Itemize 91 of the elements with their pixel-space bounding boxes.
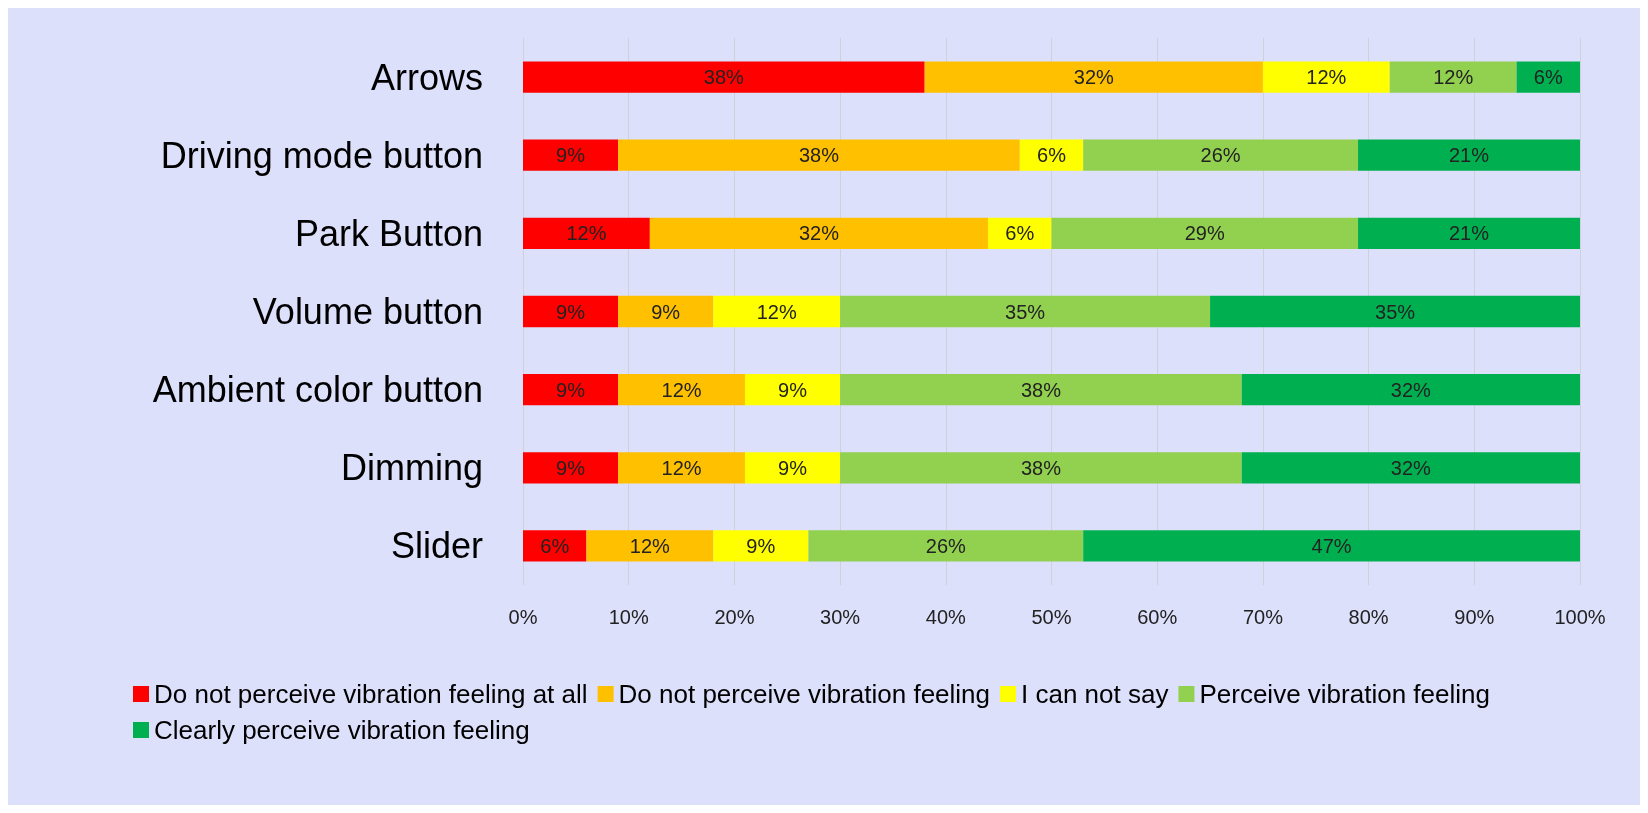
data-label: 38%	[1020, 456, 1062, 479]
x-tick-label: 0%	[508, 606, 538, 628]
data-label: 9%	[778, 378, 808, 401]
x-tick-label: 40%	[925, 606, 967, 628]
bar	[523, 61, 925, 93]
data-label: 21%	[1449, 144, 1490, 167]
bar	[808, 530, 1084, 562]
bar	[523, 374, 619, 406]
legend-label: Do not perceive vibration feeling	[618, 679, 991, 709]
data-label: 21%	[1449, 222, 1490, 245]
data-label: 32%	[1390, 378, 1432, 401]
bar	[523, 295, 619, 328]
bar	[1083, 139, 1359, 171]
bar	[1358, 139, 1580, 171]
data-label: 9%	[651, 300, 681, 323]
data-label: 6%	[1005, 222, 1035, 245]
bar	[1262, 61, 1390, 93]
data-label: 35%	[1005, 300, 1046, 323]
data-label: 12%	[1433, 66, 1474, 89]
legend-label: Do not perceive vibration feeling at all	[154, 679, 588, 709]
bar	[618, 295, 714, 328]
data-label: 9%	[556, 144, 586, 167]
y-tick-label: Park Button	[294, 212, 483, 254]
bar	[586, 530, 714, 562]
data-label: 32%	[1073, 66, 1115, 89]
data-label: 26%	[1200, 144, 1241, 167]
data-label: 47%	[1311, 534, 1352, 557]
data-label: 6%	[1533, 66, 1563, 89]
data-label: 12%	[1306, 66, 1347, 89]
data-label: 38%	[1020, 378, 1062, 401]
bar	[618, 452, 745, 484]
x-tick-label: 80%	[1348, 606, 1389, 628]
y-tick-label: Dimming	[340, 447, 483, 489]
bar	[1516, 61, 1580, 93]
data-label: 38%	[798, 144, 840, 167]
data-label: 9%	[746, 534, 776, 557]
data-label: 9%	[778, 456, 808, 479]
data-label: 12%	[661, 456, 702, 479]
bar	[523, 217, 650, 249]
y-tick-label: Slider	[390, 525, 483, 567]
data-label: 32%	[1390, 456, 1432, 479]
bar	[618, 374, 745, 406]
data-label: 26%	[925, 534, 967, 557]
bar	[523, 530, 587, 562]
data-label: 12%	[566, 222, 607, 245]
data-label: 9%	[556, 378, 586, 401]
bar	[1241, 374, 1580, 406]
bar	[713, 530, 809, 562]
bar	[523, 139, 619, 171]
y-tick-label: Volume button	[252, 291, 483, 332]
data-label: 12%	[661, 378, 702, 401]
data-label: 12%	[756, 300, 797, 323]
bar	[523, 452, 619, 484]
legend-label: I can not say	[1021, 679, 1169, 709]
data-label: 12%	[629, 534, 671, 557]
data-label: 9%	[556, 456, 586, 479]
bar	[840, 452, 1242, 484]
data-label: 29%	[1184, 222, 1225, 245]
x-tick-label: 60%	[1137, 606, 1178, 628]
bar	[744, 452, 841, 484]
bar	[1241, 452, 1580, 484]
bar	[840, 295, 1211, 328]
y-tick-label: Ambient color button	[152, 369, 483, 411]
data-label: 6%	[540, 534, 570, 557]
x-tick-label: 30%	[820, 606, 861, 628]
legend-label: Clearly perceive vibration feeling	[154, 715, 530, 745]
bar	[840, 374, 1242, 406]
bar	[1051, 217, 1359, 249]
x-tick-label: 20%	[714, 606, 755, 628]
data-label: 32%	[798, 222, 840, 245]
data-label: 9%	[556, 300, 586, 323]
bar	[1210, 295, 1580, 328]
bar	[649, 217, 989, 249]
bar	[713, 295, 841, 328]
y-tick-label: Arrows	[370, 56, 483, 98]
x-tick-label: 50%	[1031, 606, 1072, 628]
bar	[1083, 530, 1580, 562]
x-tick-label: 70%	[1242, 606, 1284, 628]
legend-label: Perceive vibration feeling	[1199, 679, 1490, 709]
bar	[1389, 61, 1517, 93]
x-tick-label: 10%	[608, 606, 649, 628]
bar	[618, 139, 1020, 171]
data-label: 35%	[1375, 300, 1416, 323]
data-label: 38%	[703, 66, 745, 89]
bar	[924, 61, 1263, 93]
bar	[1358, 217, 1580, 249]
data-label: 6%	[1037, 144, 1067, 167]
x-tick-label: 90%	[1454, 606, 1495, 628]
y-tick-label: Driving mode button	[160, 134, 483, 176]
bar	[744, 374, 841, 406]
x-tick-label: 100%	[1554, 606, 1606, 628]
